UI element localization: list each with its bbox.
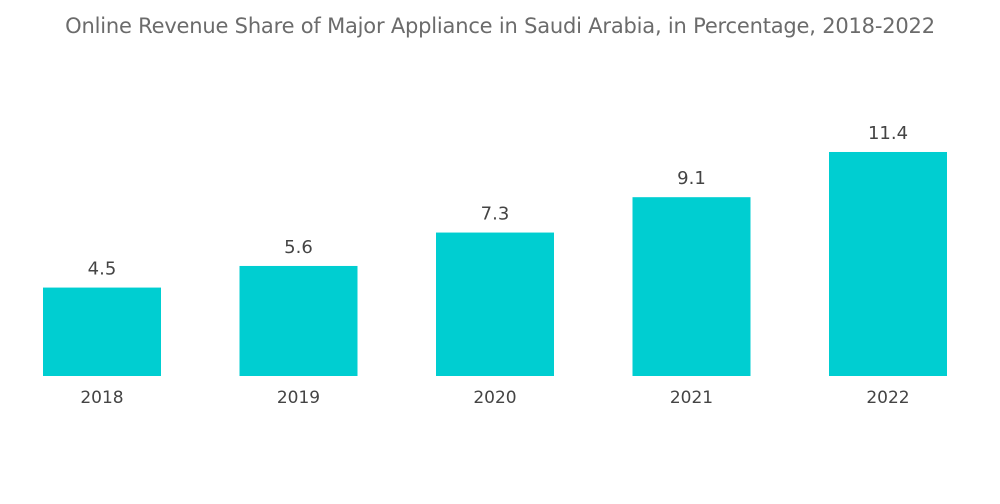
bar-2020 [436,232,554,376]
value-labels-group: 4.5 5.6 7.3 9.1 11.4 [88,123,908,280]
value-label-2021: 9.1 [677,168,706,189]
x-tick-label-2022: 2022 [866,388,909,408]
x-tick-label-2021: 2021 [670,388,713,408]
x-tick-label-2018: 2018 [80,388,123,408]
x-axis-ticks: 2018 2019 2020 2021 2022 [80,388,909,408]
value-label-2019: 5.6 [284,237,313,258]
value-label-2018: 4.5 [88,259,117,280]
value-label-2020: 7.3 [481,204,510,225]
bar-2019 [239,265,358,376]
bars-group [43,151,947,376]
bar-2021 [632,197,751,376]
x-tick-label-2019: 2019 [277,388,320,408]
bar-2018 [43,287,161,376]
bar-2022 [829,151,947,376]
chart-title: Online Revenue Share of Major Appliance … [65,14,935,38]
x-tick-label-2020: 2020 [473,388,516,408]
value-label-2022: 11.4 [868,123,908,144]
